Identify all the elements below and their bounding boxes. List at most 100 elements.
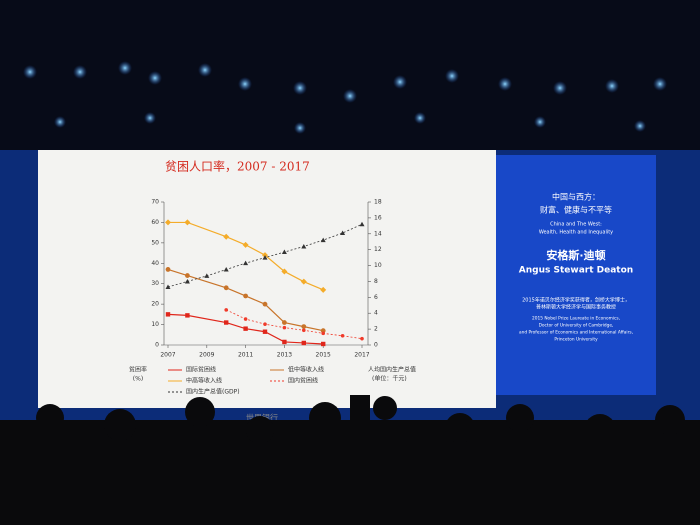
marker [165,219,171,226]
y2-tick-label: 14 [374,230,382,237]
y2-tick-label: 8 [374,278,378,285]
marker [242,241,249,248]
y2-tick-label: 6 [374,294,378,301]
legend-label: 国内贫困线 [288,377,318,385]
marker [243,317,248,321]
y-tick-label: 50 [151,239,159,246]
speaker-name-en: Angus Stewart Deaton [519,266,633,276]
marker [262,255,268,260]
marker [321,341,326,347]
marker [281,268,288,275]
speaker-panel [496,155,656,395]
marker [185,313,190,318]
y-axis-label: 贫困率 [129,366,147,374]
y2-tick-label: 18 [374,199,382,206]
marker [243,326,248,331]
marker [184,278,190,284]
panel-text: 中国与西方： 财富、健康与不平等 China and The West: Wea… [519,192,633,343]
speaker-bio: 2015 Nobel Prize Laureate in Economics, [532,316,620,322]
marker [282,339,287,345]
y2-tick-label: 0 [374,342,378,349]
marker [263,322,267,326]
y2-tick-label: 12 [374,246,382,253]
y2-tick-label: 10 [374,262,382,269]
series-line [226,309,363,340]
marker [320,237,326,243]
speaker-bio: and Professor of Economics and Internati… [519,330,633,336]
y2-axis-label: 人均国内生产总值 [368,366,416,374]
marker [282,320,287,325]
x-tick-label: 2009 [199,352,214,359]
speaker-bio: 2015年诺贝尔经济学奖获得者，剑桥大学博士， [522,297,630,304]
marker [340,230,346,235]
marker [262,329,268,334]
marker [224,320,229,325]
y-tick-label: 10 [151,321,159,328]
marker [360,336,364,341]
marker [340,334,345,338]
marker [223,267,229,272]
marker [184,219,191,226]
ceiling [0,0,700,150]
marker [243,260,249,266]
stage-lights [23,61,667,134]
x-tick-label: 2015 [316,352,331,359]
audience [0,395,700,525]
marker [301,243,307,249]
y-tick-label: 40 [151,260,159,267]
marker [321,331,326,336]
series-line [167,313,324,345]
y-tick-label: 20 [151,301,159,308]
marker [185,273,190,278]
speaker-name: 安格斯·迪顿 [546,248,605,262]
x-tick-label: 2013 [277,352,292,359]
y-tick-label: 0 [155,342,159,349]
y-tick-label: 60 [151,219,159,226]
x-tick-label: 2011 [238,352,253,359]
marker [359,221,365,227]
y-tick-label: 30 [151,280,159,287]
series-line [167,268,324,332]
y2-tick-label: 16 [374,214,382,221]
marker [243,293,249,299]
marker [224,308,228,312]
marker [223,285,229,291]
y2-tick-label: 2 [374,326,378,333]
panel-title-en: Wealth, Health and Inequality [539,230,613,236]
x-tick-label: 2017 [354,352,369,359]
chart-title: 贫困人口率，2007 - 2017 [165,159,310,174]
marker [165,312,171,317]
slide [38,150,496,408]
marker [281,249,287,255]
legend-label: 国际贫困线 [186,366,216,374]
marker [165,284,171,290]
marker [282,325,287,330]
marker [262,301,268,307]
panel-title: 中国与西方： [552,192,600,202]
legend-label: 中高等收入线 [186,377,222,385]
marker [223,233,230,240]
marker [204,273,210,278]
marker [165,267,171,272]
y2-axis-label: (单位：千元) [372,375,407,383]
marker [300,278,307,285]
x-tick-label: 2007 [160,352,175,359]
marker [301,340,306,346]
marker [320,286,327,293]
speaker-bio: Princeton University [554,337,598,343]
y2-tick-label: 4 [374,310,378,317]
marker [301,324,307,330]
legend-label: 低中等收入线 [288,366,324,374]
legend-label: 国内生产总值(GDP) [186,388,240,396]
y-axis-label: (%) [133,376,143,383]
speaker-bio: 普林斯顿大学经济学与国际事务教授 [536,304,616,311]
y-tick-label: 70 [151,199,159,206]
speaker-bio: Doctor of University of Cambridge, [539,323,614,329]
panel-title: 财富、健康与不平等 [540,205,612,215]
series-line [168,221,324,291]
marker [302,328,306,333]
panel-title-en: China and The West: [550,222,602,228]
marker [320,328,326,334]
